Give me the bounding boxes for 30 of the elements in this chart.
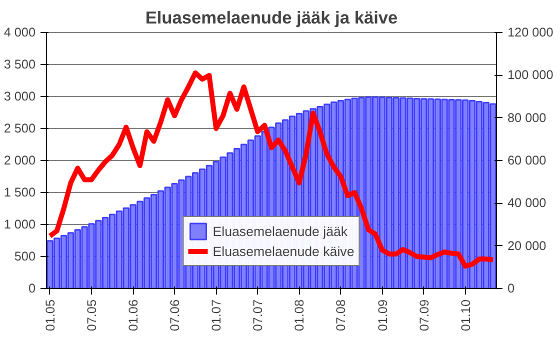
x-tick-label: 07.09: [417, 300, 432, 332]
y-tick-label: 2 500: [4, 122, 36, 136]
y2-tick-label: 100 000: [508, 68, 554, 82]
y-tick-label: 1 500: [4, 186, 36, 200]
y2-tick-label: 40 000: [508, 196, 546, 210]
y-tick-label: 4 000: [4, 26, 36, 40]
legend-label: Eluasemelaenude jääk: [212, 224, 348, 238]
y-tick-label: 3 000: [4, 90, 36, 104]
y2-tick-label: 120 000: [508, 26, 554, 40]
x-tick-label: 01.10: [458, 300, 473, 332]
legend-label: Eluasemelaenude käive: [212, 244, 354, 258]
chart-title: Eluasemelaenude jääk ja käive: [145, 8, 398, 28]
y2-tick-label: 60 000: [508, 154, 546, 168]
x-tick-label: 01.05: [43, 300, 58, 332]
x-tick-label: 01.07: [210, 300, 224, 332]
y2-tick-label: 80 000: [508, 110, 546, 125]
y-tick-label: 2 000: [4, 154, 36, 168]
y-tick-label: 0: [28, 282, 36, 296]
y2-tick-label: 20 000: [508, 238, 546, 253]
x-tick-label: 07.05: [85, 300, 99, 332]
y2-tick-label: 0: [508, 282, 515, 296]
x-tick-label: 01.06: [126, 300, 141, 332]
x-tick-label: 01.09: [376, 300, 390, 332]
x-tick-label: 01.08: [292, 300, 307, 332]
x-tick-label: 07.06: [168, 300, 182, 332]
y-tick-label: 500: [14, 250, 36, 264]
y-tick-label: 1 000: [4, 218, 36, 232]
y-tick-label: 3 500: [4, 58, 36, 72]
x-tick-label: 07.07: [251, 300, 266, 332]
x-tick-label: 07.08: [334, 300, 348, 332]
